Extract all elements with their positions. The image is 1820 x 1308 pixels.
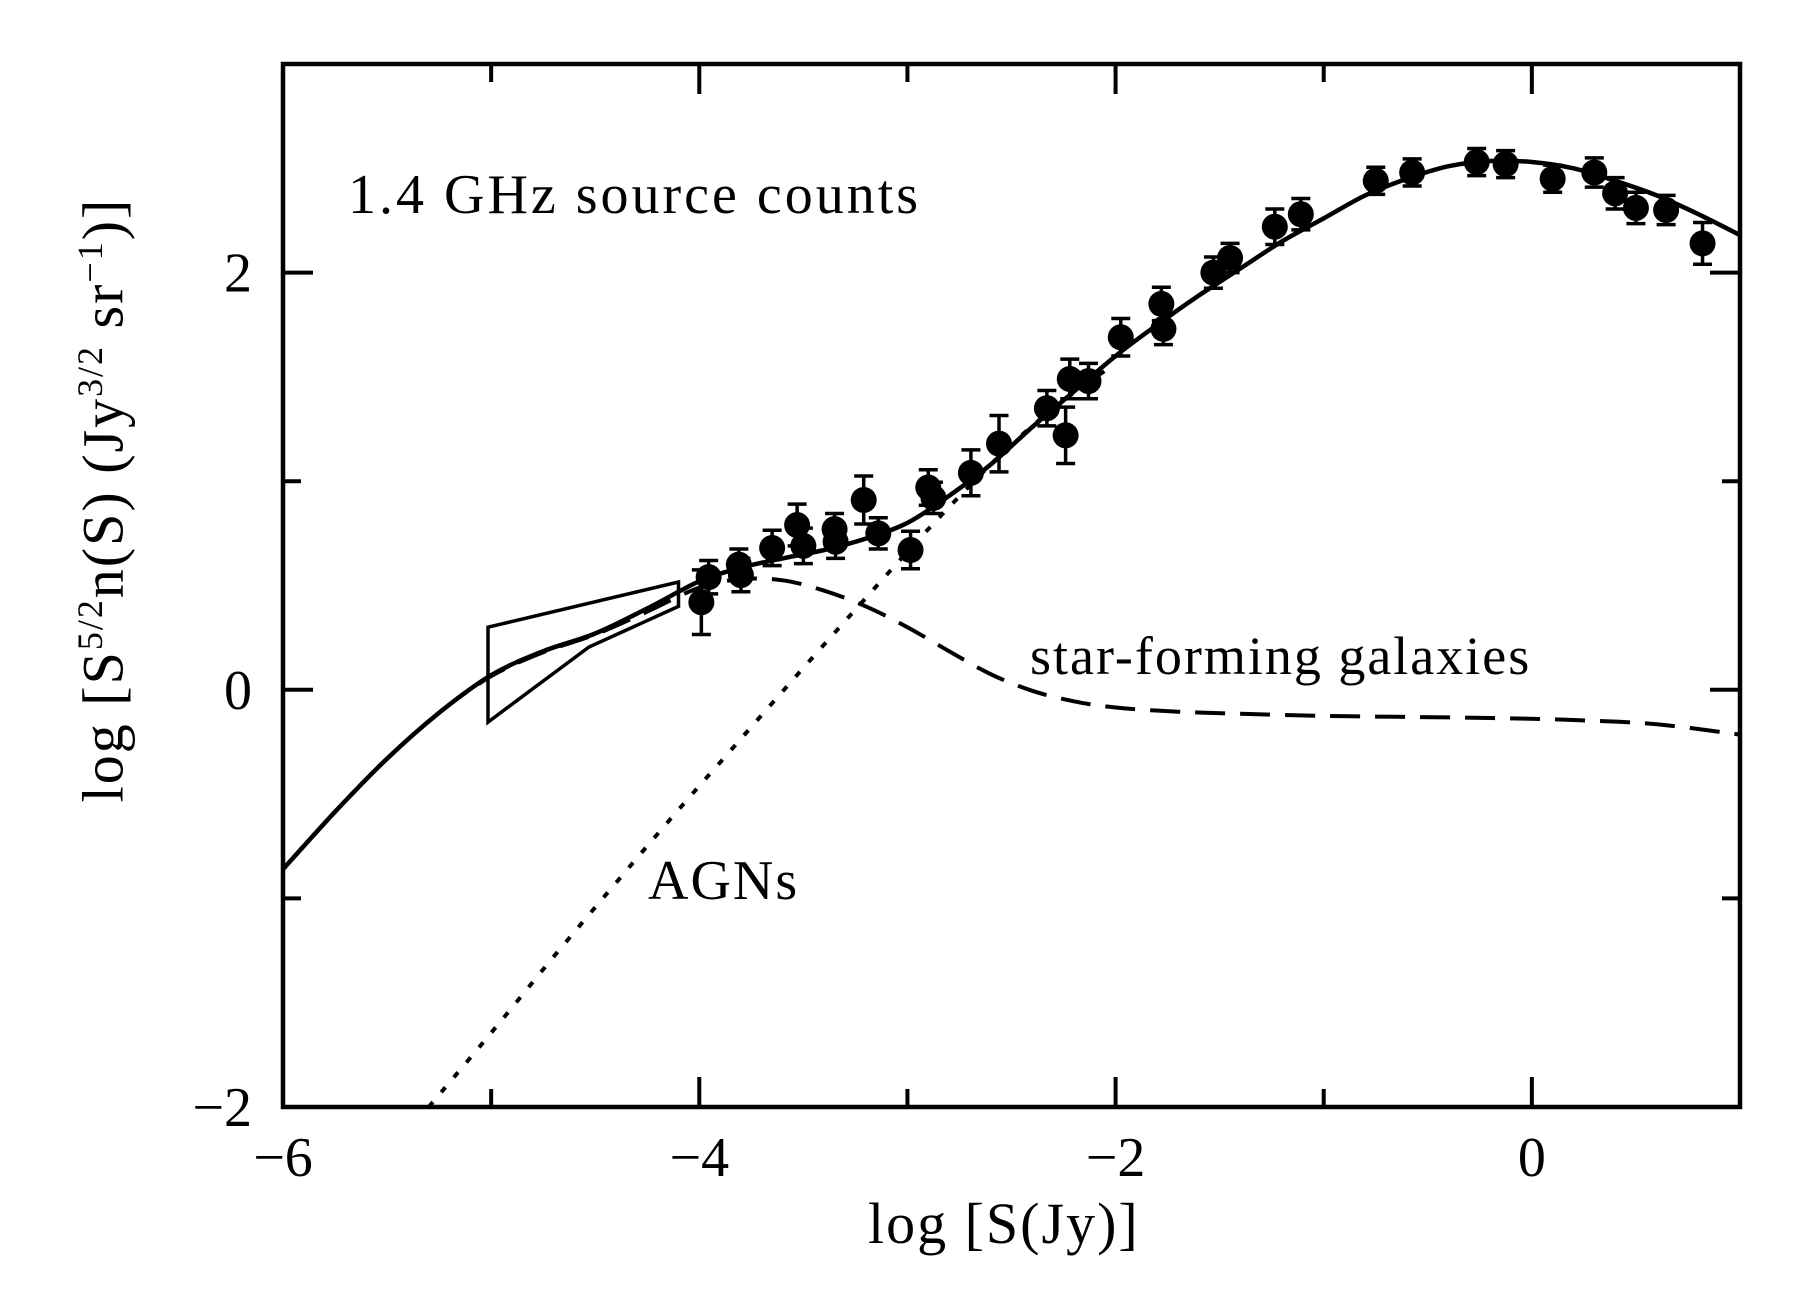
annotation-star-forming-galaxies: star-forming galaxies <box>1030 626 1532 686</box>
data-point <box>1492 148 1519 180</box>
data-point <box>1150 311 1177 347</box>
data-point <box>727 556 754 594</box>
data-point <box>957 448 984 498</box>
data-point <box>850 474 877 526</box>
data-point <box>1362 165 1389 197</box>
x-tick-label: −4 <box>669 1127 729 1189</box>
total-model-curve <box>281 158 1742 871</box>
y-tick-label: −2 <box>192 1077 252 1139</box>
x-axis-label: log [S(Jy)] <box>868 1191 1140 1256</box>
data-point <box>1056 357 1083 401</box>
y-axis-label: log [S5/2n(S) (Jy3/2 sr−1)] <box>70 197 136 803</box>
data-points <box>688 146 1716 637</box>
x-tick-label: −6 <box>253 1127 313 1189</box>
data-point <box>1075 361 1102 401</box>
data-point <box>759 528 786 568</box>
star-forming-galaxies-curve <box>281 576 1741 871</box>
data-point <box>920 480 947 516</box>
data-point <box>865 515 892 551</box>
data-point <box>1217 241 1244 275</box>
y-tick-label: 2 <box>224 243 252 305</box>
data-point <box>1107 316 1134 358</box>
data-point <box>1653 193 1680 227</box>
x-tick-label: 0 <box>1518 1127 1546 1189</box>
data-point <box>1463 146 1490 178</box>
y-tick-label: 0 <box>224 660 252 722</box>
data-point <box>1287 196 1314 232</box>
data-point <box>790 526 817 566</box>
plot-frame <box>280 61 1743 1110</box>
data-point <box>1689 220 1716 267</box>
data-point <box>1052 405 1079 466</box>
data-point <box>1539 163 1566 195</box>
data-point <box>1261 207 1288 247</box>
x-tick-label: −2 <box>1086 1127 1146 1189</box>
data-point <box>1033 388 1060 428</box>
chart-title: 1.4 GHz source counts <box>348 164 922 226</box>
data-point <box>1602 175 1629 211</box>
data-point <box>695 558 722 596</box>
data-point <box>822 523 849 561</box>
data-point <box>1622 190 1649 226</box>
data-point <box>1581 156 1608 189</box>
data-point <box>986 413 1013 474</box>
confidence-region <box>486 579 681 726</box>
data-point <box>1399 157 1426 188</box>
data-point <box>897 529 924 571</box>
agns-curve <box>427 368 1107 1109</box>
annotation-agns: AGNs <box>648 850 800 912</box>
